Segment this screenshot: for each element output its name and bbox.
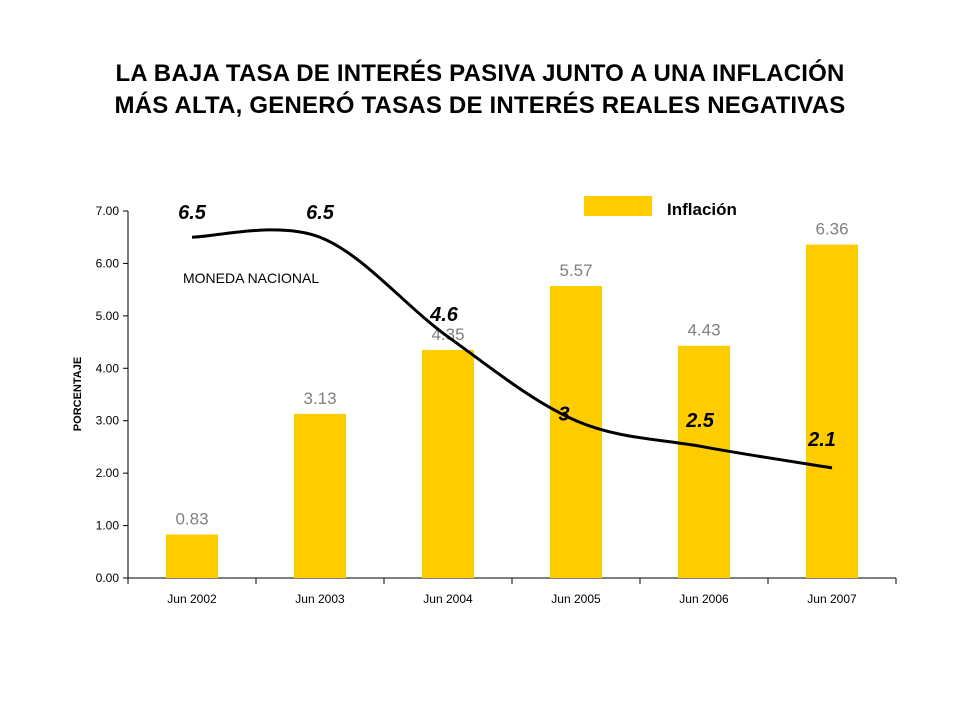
line-value-label: 6.5 (306, 202, 335, 224)
chart-title-line-2: MÁS ALTA, GENERÓ TASAS DE INTERÉS REALES… (114, 92, 846, 119)
line-series-label: MONEDA NACIONAL (183, 270, 319, 286)
line-value-label: 3 (558, 404, 569, 426)
bar-inflacion-3 (422, 349, 474, 578)
legend-swatch-inflacion (584, 196, 652, 216)
axes: 0.00 1.00 2.00 3.00 4.00 5.00 6.00 7.00 Jun 2002… (96, 204, 897, 606)
line-value-label: 6.5 (178, 202, 207, 224)
x-tick-label: Jun 2007 (807, 592, 857, 606)
x-tick-label: Jun 2002 (167, 592, 217, 606)
bar-inflacion-6 (806, 244, 858, 578)
y-tick-label: 5.00 (96, 309, 120, 323)
legend: Inflación (584, 196, 737, 219)
x-tick-label: Jun 2004 (423, 592, 473, 606)
inflation-bars (166, 244, 858, 578)
y-axis-label: PORCENTAJE (72, 357, 84, 431)
bar-value-label: 0.83 (175, 509, 208, 528)
y-tick-label: 7.00 (96, 204, 120, 218)
bar-value-labels: 0.833.134.355.574.436.36 (175, 220, 848, 529)
bar-value-label: 3.13 (303, 389, 336, 408)
bar-inflacion-1 (166, 534, 218, 578)
y-tick-label: 2.00 (96, 466, 120, 480)
y-tick-label: 0.00 (96, 571, 120, 585)
x-tick-label: Jun 2006 (679, 592, 729, 606)
bar-value-label: 5.57 (559, 261, 592, 280)
line-value-label: 4.6 (429, 304, 459, 326)
bar-inflacion-2 (294, 413, 346, 578)
bar-inflacion-4 (550, 285, 602, 578)
x-tick-label: Jun 2003 (295, 592, 345, 606)
line-moneda-nacional (191, 228, 833, 470)
line-value-label: 2.1 (807, 429, 836, 451)
bar-inflacion-5 (678, 345, 730, 578)
moneda-nacional-line-series (191, 228, 833, 470)
legend-label-inflacion: Inflación (667, 200, 737, 219)
line-value-labels: 6.5 6.5 4.6 3 2.5 2.1 (178, 202, 836, 451)
y-tick-label: 4.00 (96, 361, 120, 375)
bar-value-label: 6.36 (815, 220, 848, 239)
y-tick-label: 3.00 (96, 414, 120, 428)
y-tick-label: 6.00 (96, 256, 120, 270)
chart-title-line-1: LA BAJA TASA DE INTERÉS PASIVA JUNTO A U… (115, 60, 845, 87)
y-tick-label: 1.00 (96, 519, 120, 533)
x-tick-label: Jun 2005 (551, 592, 601, 606)
line-value-label: 2.5 (685, 410, 715, 432)
bar-value-label: 4.43 (687, 321, 720, 340)
